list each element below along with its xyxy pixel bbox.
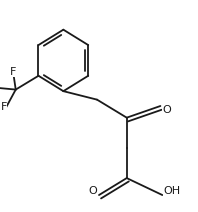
Text: OH: OH <box>163 186 181 196</box>
Text: O: O <box>88 186 97 196</box>
Text: F: F <box>10 67 16 77</box>
Text: F: F <box>1 102 7 112</box>
Text: O: O <box>162 105 171 115</box>
